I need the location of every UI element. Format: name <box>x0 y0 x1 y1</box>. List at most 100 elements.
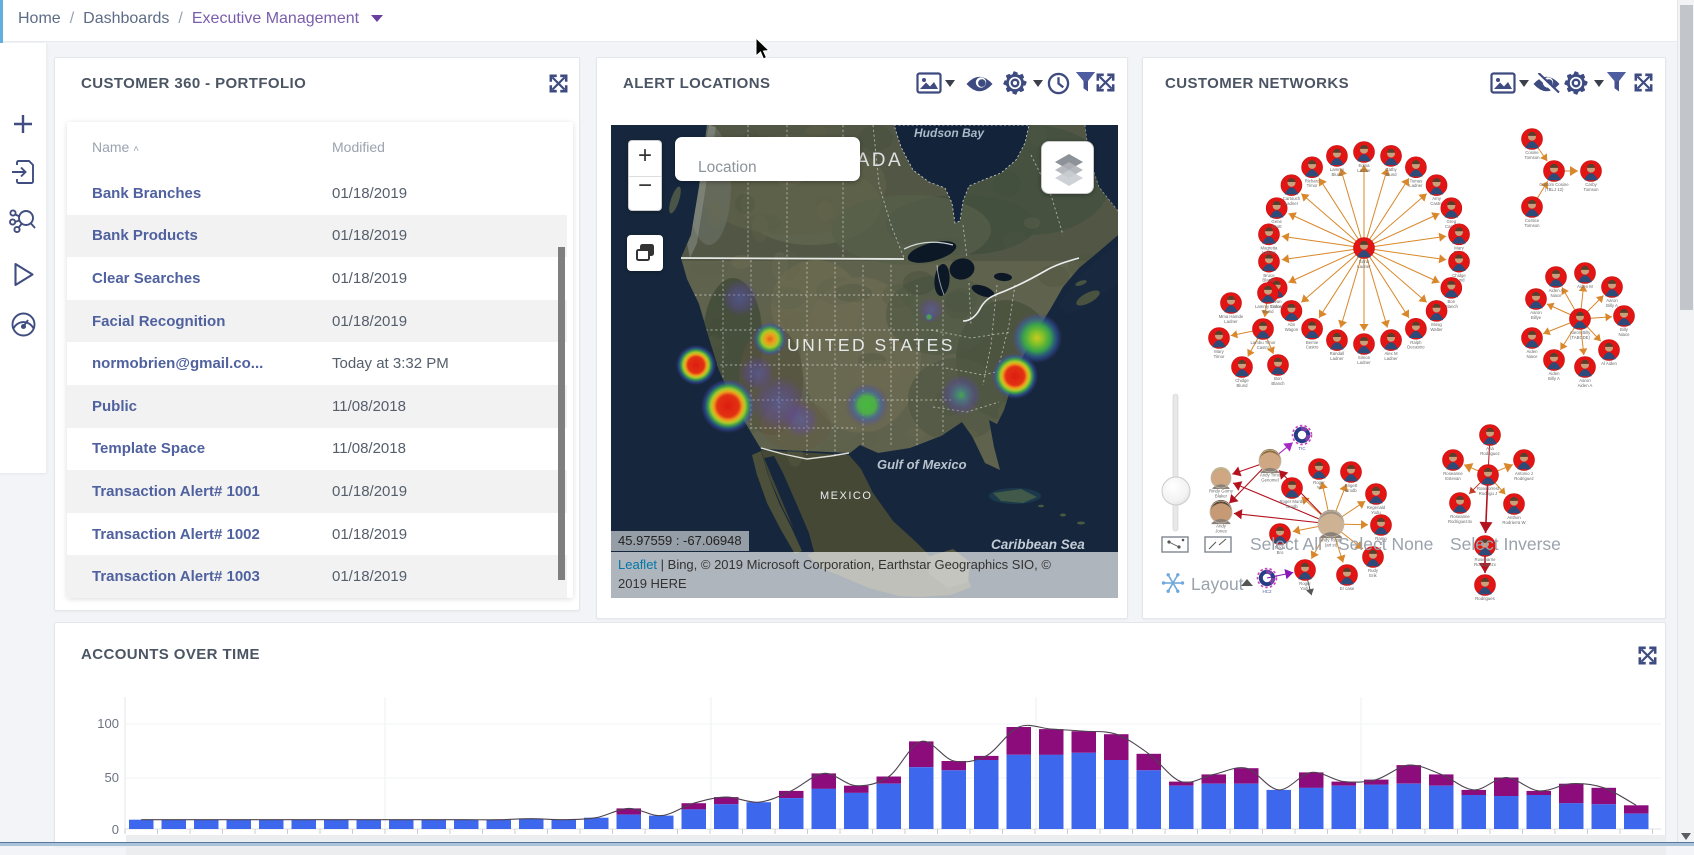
svg-text:Ladner: Ladner <box>1357 264 1371 269</box>
svg-text:Carby: Carby <box>1585 182 1597 187</box>
svg-text:Ladner: Ladner <box>1384 356 1398 361</box>
svg-text:Costice: Costice <box>1525 218 1540 223</box>
svg-text:Timor: Timor <box>1214 354 1225 359</box>
svg-text:Select None: Select None <box>1338 534 1433 554</box>
svg-text:Niace: Niace <box>1619 332 1631 337</box>
svg-text:Er case: Er case <box>1340 586 1355 591</box>
svg-text:Blund: Blund <box>1331 172 1343 177</box>
svg-text:Rodrigues: Rodrigues <box>1475 596 1495 601</box>
svg-text:HC2: HC2 <box>1262 589 1271 594</box>
svg-text:Rodriguez: Rodriguez <box>1514 476 1534 481</box>
svg-text:Edna: Edna <box>1359 259 1370 264</box>
svg-text:Al Aiden: Al Aiden <box>1601 361 1617 366</box>
svg-text:Select All: Select All <box>1250 534 1322 554</box>
svg-text:(TBLJ 12): (TBLJ 12) <box>1545 187 1564 192</box>
svg-text:Mma Hamde: Mma Hamde <box>1219 314 1244 319</box>
svg-text:Jones: Jones <box>1215 528 1226 533</box>
svg-text:Blaker: Blaker <box>1215 493 1228 498</box>
svg-text:Evan: Evan <box>1272 299 1282 304</box>
svg-text:Ralph: Ralph <box>1410 340 1422 345</box>
svg-text:Wagon: Wagon <box>1285 327 1299 332</box>
svg-text:Aiden A: Aiden A <box>1578 383 1593 388</box>
svg-text:Hudson Bay: Hudson Bay <box>914 126 985 140</box>
svg-text:Blanch: Blanch <box>1271 381 1285 386</box>
svg-text:Mary: Mary <box>1214 349 1224 354</box>
svg-text:Aaron Billy: Aaron Billy <box>1570 330 1591 335</box>
svg-text:UNITED STATES: UNITED STATES <box>787 335 955 355</box>
svg-text:Yo: Yo <box>1317 485 1322 490</box>
svg-text:Aiden: Aiden <box>1549 371 1561 376</box>
svg-text:Caribbean Sea: Caribbean Sea <box>991 537 1085 552</box>
svg-text:Bro: Bro <box>1277 550 1284 555</box>
svg-text:Lambu Timor: Lambu Timor <box>1250 340 1276 345</box>
svg-text:Rodriguez: Rodriguez <box>1480 451 1500 456</box>
svg-text:Roseanne: Roseanne <box>1450 514 1470 519</box>
svg-text:Ramo: Ramo <box>1375 536 1387 541</box>
svg-text:Roger: Roger <box>1313 480 1325 485</box>
svg-text:Mary: Mary <box>1454 245 1464 250</box>
svg-text:Aiden A: Aiden A <box>1549 288 1564 293</box>
svg-text:Aaron: Aaron <box>1606 298 1618 303</box>
svg-text:Gulf of Mexico: Gulf of Mexico <box>877 457 967 472</box>
svg-text:Timor: Timor <box>1307 183 1318 188</box>
svg-text:Nodu: Nodu <box>1275 545 1286 550</box>
svg-text:Andy Roger: Andy Roger <box>1320 538 1343 543</box>
svg-text:Niace: Niace <box>1551 293 1563 298</box>
svg-text:Brodb: Brodb <box>1286 504 1298 509</box>
svg-text:Bruce: Bruce <box>1263 273 1275 278</box>
svg-text:TIC: TIC <box>1298 446 1306 451</box>
svg-text:Rudy: Rudy <box>1368 568 1379 573</box>
svg-text:Rindy Gorny: Rindy Gorny <box>1209 489 1234 494</box>
svg-text:Ladner: Ladner <box>1357 360 1371 365</box>
svg-text:Cathy: Cathy <box>1385 167 1397 172</box>
svg-text:Scott: Scott <box>1272 224 1283 229</box>
svg-text:Custom Cosine: Custom Cosine <box>1539 182 1569 187</box>
svg-text:(art st): (art st) <box>1325 542 1338 547</box>
svg-text:Anthon: Anthon <box>1507 515 1521 520</box>
svg-text:Cartouch: Cartouch <box>1283 196 1301 201</box>
svg-text:Tomson: Tomson <box>1583 187 1599 192</box>
svg-text:Alex M: Alex M <box>1384 351 1398 356</box>
svg-text:Magretta: Magretta <box>1260 245 1278 250</box>
svg-text:Richard: Richard <box>1305 178 1320 183</box>
svg-text:Estevan: Estevan <box>1445 476 1461 481</box>
svg-text:Bon: Bon <box>1447 299 1455 304</box>
svg-text:Blund: Blund <box>1454 278 1466 283</box>
svg-text:Niace: Niace <box>1527 354 1539 359</box>
svg-text:Erik: Erik <box>1369 573 1377 578</box>
svg-text:Antonio J: Antonio J <box>1515 471 1533 476</box>
svg-text:Blund: Blund <box>1263 309 1275 314</box>
svg-text:Billy A: Billy A <box>1548 376 1560 381</box>
svg-text:Blanch: Blanch <box>1445 304 1459 309</box>
svg-text:Amy: Amy <box>1432 196 1441 201</box>
svg-text:Walter: Walter <box>1430 327 1443 332</box>
svg-text:Yodu: Yodu <box>1300 586 1310 591</box>
svg-text:Abn: Abn <box>1288 322 1296 327</box>
svg-text:Brigett: Brigett <box>1345 483 1358 488</box>
svg-text:Tomson: Tomson <box>1524 223 1540 228</box>
svg-text:Aiden M: Aiden M <box>1577 284 1593 289</box>
svg-text:Roger: Roger <box>1299 581 1311 586</box>
svg-text:Billy: Billy <box>1620 327 1629 332</box>
svg-text:Roseanne: Roseanne <box>1443 471 1463 476</box>
svg-text:Select Inverse: Select Inverse <box>1450 534 1561 554</box>
svg-text:Ladner: Ladner <box>1409 183 1423 188</box>
svg-text:Layout: Layout <box>1191 574 1244 594</box>
svg-text:Lammy Timor: Lammy Timor <box>1255 304 1282 309</box>
svg-text:Blanch: Blanch <box>1262 278 1276 283</box>
svg-text:Yodu: Yodu <box>1371 510 1381 515</box>
svg-text:Ladner: Ladner <box>1262 250 1276 255</box>
svg-text:Rodriguezx: Rodriguezx <box>1474 562 1497 567</box>
svg-text:(TABCDE): (TABCDE) <box>1570 335 1591 340</box>
svg-text:Cosine: Cosine <box>1525 150 1539 155</box>
svg-text:Andy: Andy <box>1216 524 1227 529</box>
svg-text:Aiden: Aiden <box>1527 349 1539 354</box>
svg-text:Ladner: Ladner <box>1270 304 1284 309</box>
svg-text:Rodrigu J: Rodrigu J <box>1479 491 1497 496</box>
svg-text:Blund: Blund <box>1386 172 1398 177</box>
svg-text:Randall: Randall <box>1330 351 1345 356</box>
svg-text:Ladner: Ladner <box>1224 319 1238 324</box>
svg-text:Andy Timo: Andy Timo <box>1260 473 1281 478</box>
svg-text:B: B <box>1380 541 1383 546</box>
svg-text:Regenald: Regenald <box>1367 505 1386 510</box>
